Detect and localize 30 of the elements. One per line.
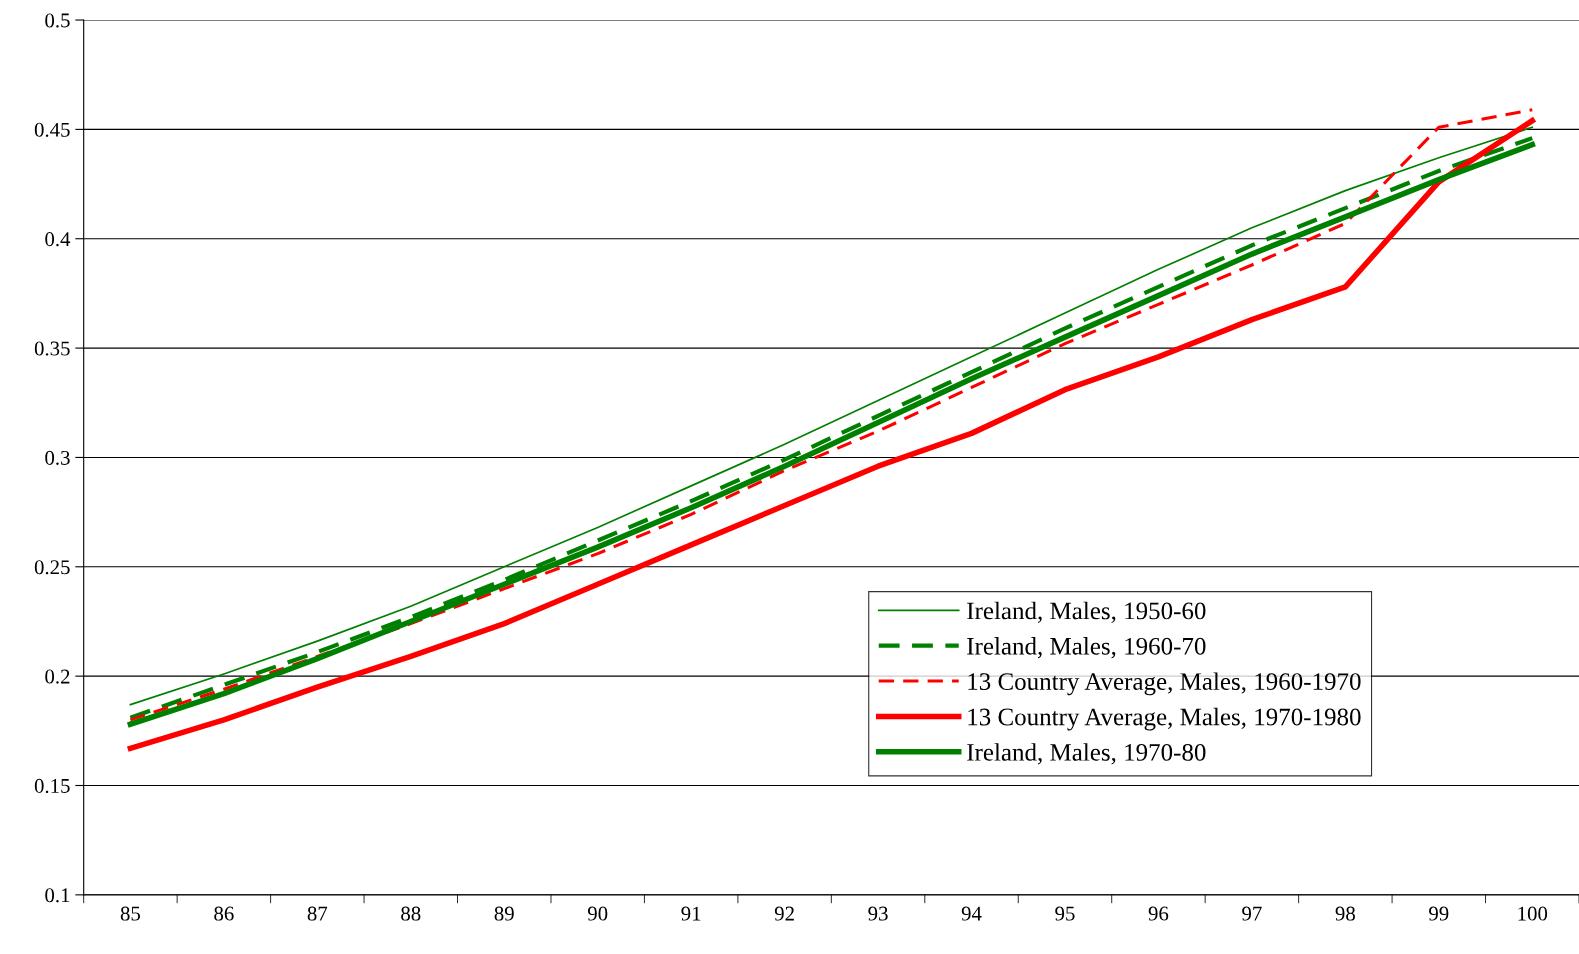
- x-tick-label: 85: [120, 906, 141, 921]
- legend-label: 13 Country Average, Males, 1960-1970: [968, 672, 1361, 696]
- y-tick-label: 0.15: [34, 778, 70, 794]
- x-tick-label: 86: [214, 906, 234, 921]
- x-tick-label: 87: [307, 906, 328, 921]
- x-tick-label: 99: [1429, 906, 1449, 921]
- y-tick-label: 0.3: [45, 450, 70, 465]
- y-tick-label: 0.5: [45, 13, 70, 28]
- x-tick-label: 96: [1148, 906, 1169, 921]
- x-tick-label: 93: [868, 906, 888, 921]
- y-tick-label: 0.2: [45, 669, 70, 684]
- legend-label: Ireland, Males, 1960-70: [967, 637, 1206, 659]
- legend-label: Ireland, Males, 1970-80: [967, 743, 1206, 765]
- x-tick-label: 95: [1055, 906, 1075, 921]
- y-tick-label: 0.35: [34, 341, 70, 356]
- legend-label: Ireland, Males, 1950-60: [967, 601, 1206, 623]
- x-tick-label: 89: [494, 906, 514, 921]
- y-tick-label: 0.25: [34, 560, 70, 575]
- y-tick-label: 0.45: [34, 122, 70, 137]
- y-tick-label: 0.1: [45, 888, 70, 903]
- x-tick-label: 91: [681, 906, 701, 921]
- x-tick-label: 88: [401, 906, 421, 921]
- x-tick-label: 94: [961, 906, 982, 921]
- x-tick-label: 97: [1242, 906, 1262, 921]
- x-tick-label: 98: [1335, 906, 1355, 921]
- x-tick-label: 100: [1518, 906, 1548, 921]
- x-tick-label: 92: [774, 906, 794, 921]
- legend-label: 13 Country Average, Males, 1970-1980: [968, 707, 1361, 731]
- y-tick-label: 0.4: [45, 232, 71, 247]
- x-tick-label: 90: [587, 906, 608, 921]
